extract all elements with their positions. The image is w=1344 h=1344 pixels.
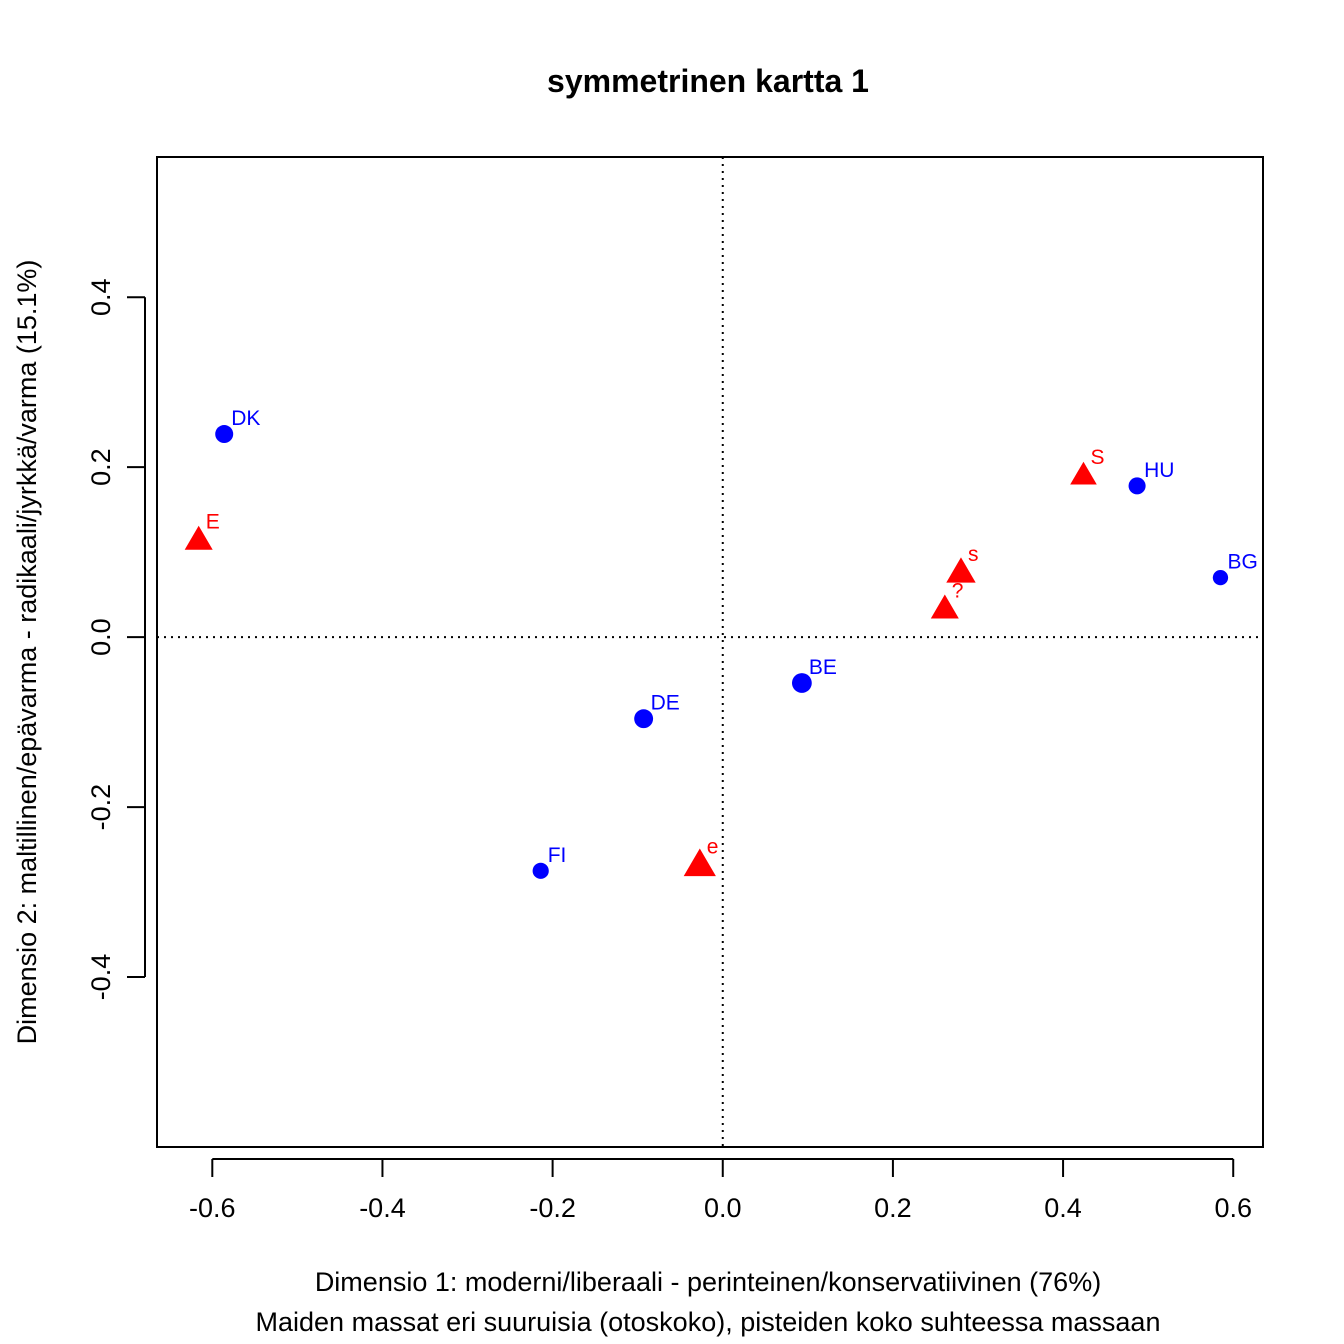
x-tick-label: 0.0 (704, 1193, 742, 1223)
point-FI-circle (532, 862, 549, 879)
point-label: DE (651, 692, 680, 715)
point-label: BE (809, 656, 837, 679)
reference-lines (157, 157, 1263, 1147)
point-label: BG (1227, 551, 1257, 574)
point-label: E (206, 511, 220, 534)
y-tick-label: 0.0 (86, 618, 116, 656)
x-tick-label: -0.4 (359, 1193, 406, 1223)
point-S-triangle (1070, 461, 1097, 485)
point-label: S (1090, 446, 1104, 469)
x-tick-label: 0.4 (1044, 1193, 1082, 1223)
data-points: DK HU BG BE DE FI E Ss? e (184, 407, 1258, 879)
x-tick-label: 0.6 (1214, 1193, 1252, 1223)
y-tick-label: -0.4 (86, 954, 116, 1001)
point-HU-circle (1128, 477, 1146, 495)
point-DE-circle (634, 709, 654, 729)
y-axis-label: Dimensio 2: maltillinen/epävarma - radik… (12, 260, 42, 1045)
point-?-triangle (930, 594, 959, 619)
y-tick-label: 0.4 (86, 278, 116, 316)
point-label: DK (231, 407, 260, 430)
x-axis: -0.6 -0.4 -0.2 0.0 0.2 0.4 0.6 (189, 1158, 1252, 1223)
point-s-triangle (946, 557, 976, 583)
x-tick-label: 0.2 (874, 1193, 912, 1223)
point-label: s (968, 543, 979, 566)
point-BE-circle (791, 673, 812, 693)
chart-title: symmetrinen kartta 1 (547, 63, 869, 99)
x-axis-label: Dimensio 1: moderni/liberaali - perintei… (315, 1267, 1101, 1297)
point-e-triangle (683, 848, 716, 877)
point-E-triangle (184, 525, 213, 550)
point-label: FI (548, 844, 567, 867)
x-tick-label: -0.6 (189, 1193, 236, 1223)
point-BG-circle (1212, 569, 1229, 586)
point-DK-circle (215, 425, 234, 444)
x-axis-subtitle: Maiden massat eri suuruisia (otoskoko), … (256, 1307, 1161, 1337)
y-axis: -0.4 -0.2 0.0 0.2 0.4 (86, 278, 146, 1001)
y-tick-label: -0.2 (86, 784, 116, 831)
plot-frame (156, 156, 1264, 1148)
y-tick-label: 0.2 (86, 448, 116, 486)
point-label: e (707, 835, 719, 858)
x-tick-label: -0.2 (529, 1193, 576, 1223)
point-label: HU (1144, 459, 1174, 482)
point-label: ? (952, 580, 964, 603)
